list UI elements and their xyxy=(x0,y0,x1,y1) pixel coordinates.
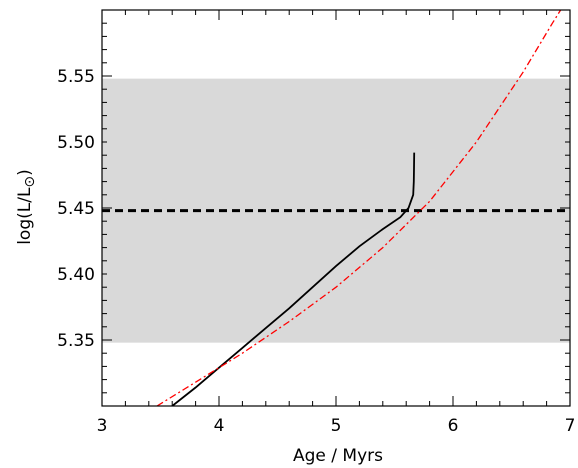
x-tick-label: 5 xyxy=(331,416,342,436)
x-tick-label: 3 xyxy=(97,416,108,436)
y-axis-label-sun-symbol: ⊙ xyxy=(22,176,38,188)
y-axis-label-close: ) xyxy=(15,169,35,176)
y-axis-label: log(L/L⊙) xyxy=(15,169,38,245)
plot-area xyxy=(102,10,570,406)
series-line-1 xyxy=(171,152,416,406)
y-tick-label: 5.50 xyxy=(57,133,95,153)
y-tick-label: 5.35 xyxy=(57,331,95,351)
series-line-2 xyxy=(156,10,562,406)
y-axis-label-main: log(L/L xyxy=(15,187,35,245)
x-axis-label: Age / Myrs xyxy=(293,446,383,466)
y-tick-label: 5.45 xyxy=(57,199,95,219)
x-tick-label: 6 xyxy=(448,416,459,436)
y-tick-label: 5.40 xyxy=(57,265,95,285)
x-tick-label: 4 xyxy=(214,416,225,436)
axes: 3 4 5 6 7 5.35 5.40 5.45 5.50 5.55 xyxy=(57,9,576,436)
y-tick-label: 5.55 xyxy=(57,67,95,87)
x-tick-label: 7 xyxy=(565,416,576,436)
